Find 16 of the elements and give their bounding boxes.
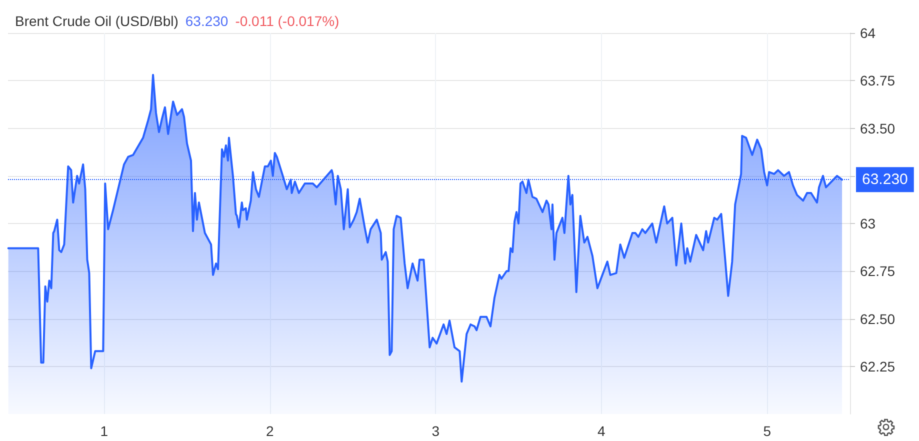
y-tick-label: 63.75 bbox=[860, 72, 896, 89]
x-tick-label: 5 bbox=[763, 423, 772, 439]
text: -0.011 (-0.017%) bbox=[235, 13, 340, 29]
x-tick-label: 1 bbox=[100, 423, 108, 439]
chart-subtitle: 63.230 bbox=[185, 13, 228, 29]
ref-line-label: 63.230 bbox=[862, 171, 908, 188]
y-tick-label: 62.25 bbox=[860, 358, 896, 374]
x-tick-label: 4 bbox=[597, 423, 606, 439]
y-tick-label: 62.75 bbox=[860, 263, 896, 280]
y-tick-label: 63.50 bbox=[860, 120, 896, 136]
y-tick-label: 64 bbox=[860, 25, 876, 41]
y-tick-label: 62.50 bbox=[860, 310, 896, 327]
y-tick-label: 63 bbox=[860, 216, 876, 232]
x-tick-label: 2 bbox=[266, 423, 274, 439]
chart-title: Brent Crude Oil (USD/Bbl) bbox=[15, 13, 178, 29]
x-tick-label: 3 bbox=[432, 423, 440, 439]
